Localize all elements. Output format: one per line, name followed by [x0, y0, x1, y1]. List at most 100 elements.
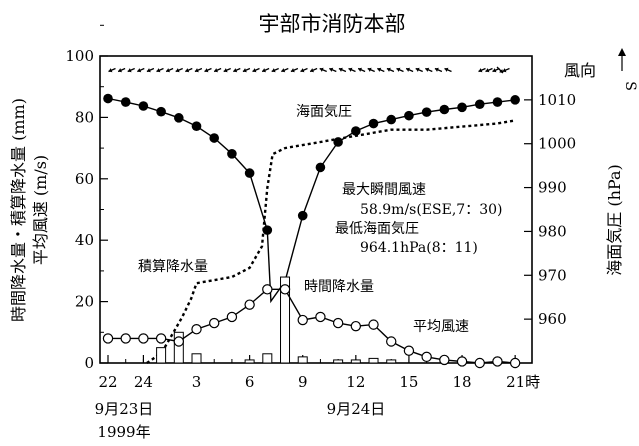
y-right-tick-label: 1000 — [538, 135, 576, 153]
wind-direction-arrowhead — [108, 68, 113, 73]
pressure-point — [351, 126, 361, 136]
wind-direction-arrowhead — [367, 67, 372, 72]
wind-speed-point — [315, 311, 326, 323]
wind-speed-point — [474, 357, 485, 369]
wind-direction-arrowhead — [348, 67, 353, 72]
pressure-point — [227, 149, 237, 159]
wind-speed-point — [120, 333, 131, 344]
wind-direction-arrowhead — [290, 68, 295, 73]
wind-series-label: 平均風速 — [413, 319, 469, 335]
wind-speed-point — [403, 345, 415, 356]
hourly-precip-bar — [173, 331, 184, 364]
pressure-point — [138, 101, 149, 111]
wind-speed-point — [173, 336, 185, 347]
pressure-point — [368, 118, 379, 129]
pressure-point — [156, 106, 166, 117]
date-label-sep24: 9月24日 — [327, 400, 386, 418]
wind-direction-arrowhead — [242, 68, 247, 73]
wind-direction-arrowhead — [310, 68, 315, 73]
wind-speed-point — [492, 356, 503, 367]
wind-direction-arrowhead — [233, 68, 238, 73]
y-left-label-line1: 時間降水量・積算降水量 (mm) — [9, 98, 28, 322]
wind-direction-arrowhead — [415, 67, 420, 72]
south-arrow-icon — [618, 48, 626, 71]
wind-speed-point — [279, 284, 291, 295]
wind-speed-point — [244, 299, 255, 310]
wind-speed-point — [155, 333, 167, 344]
y-right-label: 海面気圧 (hPa) — [605, 164, 624, 275]
wind-direction-arrowhead — [194, 68, 199, 73]
wind-direction-label: 風向 — [564, 61, 596, 80]
wind-direction-arrowhead — [137, 68, 142, 73]
wind-speed-point — [191, 324, 202, 335]
wind-direction-arrowhead — [319, 67, 324, 72]
x-tick-label: 3 — [192, 373, 202, 391]
pressure-point — [191, 121, 202, 131]
wind-direction-arrowhead — [396, 67, 401, 72]
pressure-point — [209, 133, 220, 143]
wind-direction-arrowhead — [204, 68, 209, 73]
wind-direction-arrowhead — [262, 68, 267, 73]
min-pressure-title: 最低海面気圧 — [335, 221, 419, 237]
wind-direction-arrowhead — [166, 68, 171, 73]
hourly-series-label: 時間降水量 — [304, 279, 374, 295]
pressure-point — [421, 107, 432, 117]
wind-direction-arrowhead — [406, 67, 411, 72]
hourly-precip-bar — [368, 357, 379, 364]
pressure-point — [315, 162, 326, 173]
y-right-tick-label: 990 — [538, 179, 567, 197]
hourly-precip-bar — [156, 347, 167, 364]
wind-speed-point — [332, 317, 344, 329]
accum-precip-line — [146, 119, 516, 364]
y-left-label-line2: 平均風速 (m/s) — [31, 155, 50, 265]
wind-speed-point — [226, 311, 238, 323]
wind-direction-arrowhead — [185, 68, 190, 73]
pressure-point — [103, 93, 113, 104]
wind-direction-arrowhead — [127, 68, 132, 73]
hourly-precip-bar — [244, 359, 255, 364]
pressure-point — [439, 104, 450, 115]
y-left-tick-label: 100 — [65, 47, 94, 65]
wind-speed-point — [209, 317, 220, 329]
wind-direction-arrowhead — [338, 67, 343, 72]
x-tick-label: 9 — [298, 373, 308, 391]
wind-direction-arrowhead — [386, 67, 391, 72]
wind-direction-arrowhead — [175, 68, 180, 73]
wind-direction-arrowhead — [478, 68, 483, 73]
wind-direction-arrowhead — [499, 69, 503, 73]
wind-direction-arrowhead — [146, 68, 151, 73]
wind-direction-arrowhead — [329, 67, 334, 72]
hourly-precip-bar — [280, 276, 291, 364]
wind-direction-arrowhead — [156, 68, 161, 73]
wind-direction-arrowhead — [358, 67, 363, 72]
min-pressure-value: 964.1hPa(8：11) — [360, 240, 478, 256]
wind-direction-arrowhead — [271, 68, 276, 73]
y-left-tick-label: 80 — [75, 108, 94, 126]
accum-series-label: 積算降水量 — [138, 259, 208, 275]
wind-direction-arrowhead — [492, 68, 497, 73]
hourly-precip-bar — [350, 359, 361, 364]
y-left-tick-label: 60 — [75, 170, 94, 188]
hourly-precip-bar — [297, 356, 308, 364]
wind-direction-arrowhead — [252, 68, 257, 73]
max-gust-value: 58.9m/s(ESE,7：30) — [360, 202, 502, 218]
y-right-tick-label: 1010 — [538, 91, 576, 109]
x-tick-label: 6 — [245, 373, 255, 391]
hourly-precip-bar — [262, 353, 273, 364]
wind-direction-arrowhead — [377, 67, 382, 72]
x-tick-label: 15 — [399, 373, 418, 391]
wind-direction-arrowhead — [223, 68, 228, 73]
pressure-point — [120, 97, 131, 107]
y-left-tick-label: 40 — [75, 231, 94, 249]
pressure-point — [262, 225, 273, 235]
wind-speed-point — [350, 320, 362, 332]
pressure-series-label: 海面気圧 — [296, 104, 352, 120]
x-tick-label: 18 — [452, 373, 471, 391]
x-tick-label: 24 — [134, 373, 153, 391]
pressure-point — [474, 99, 485, 110]
hourly-precip-bar — [191, 353, 202, 364]
y-right-tick-label: 960 — [538, 310, 567, 328]
y-right-tick-label: 970 — [538, 266, 567, 284]
wind-direction-arrowhead — [425, 67, 430, 72]
